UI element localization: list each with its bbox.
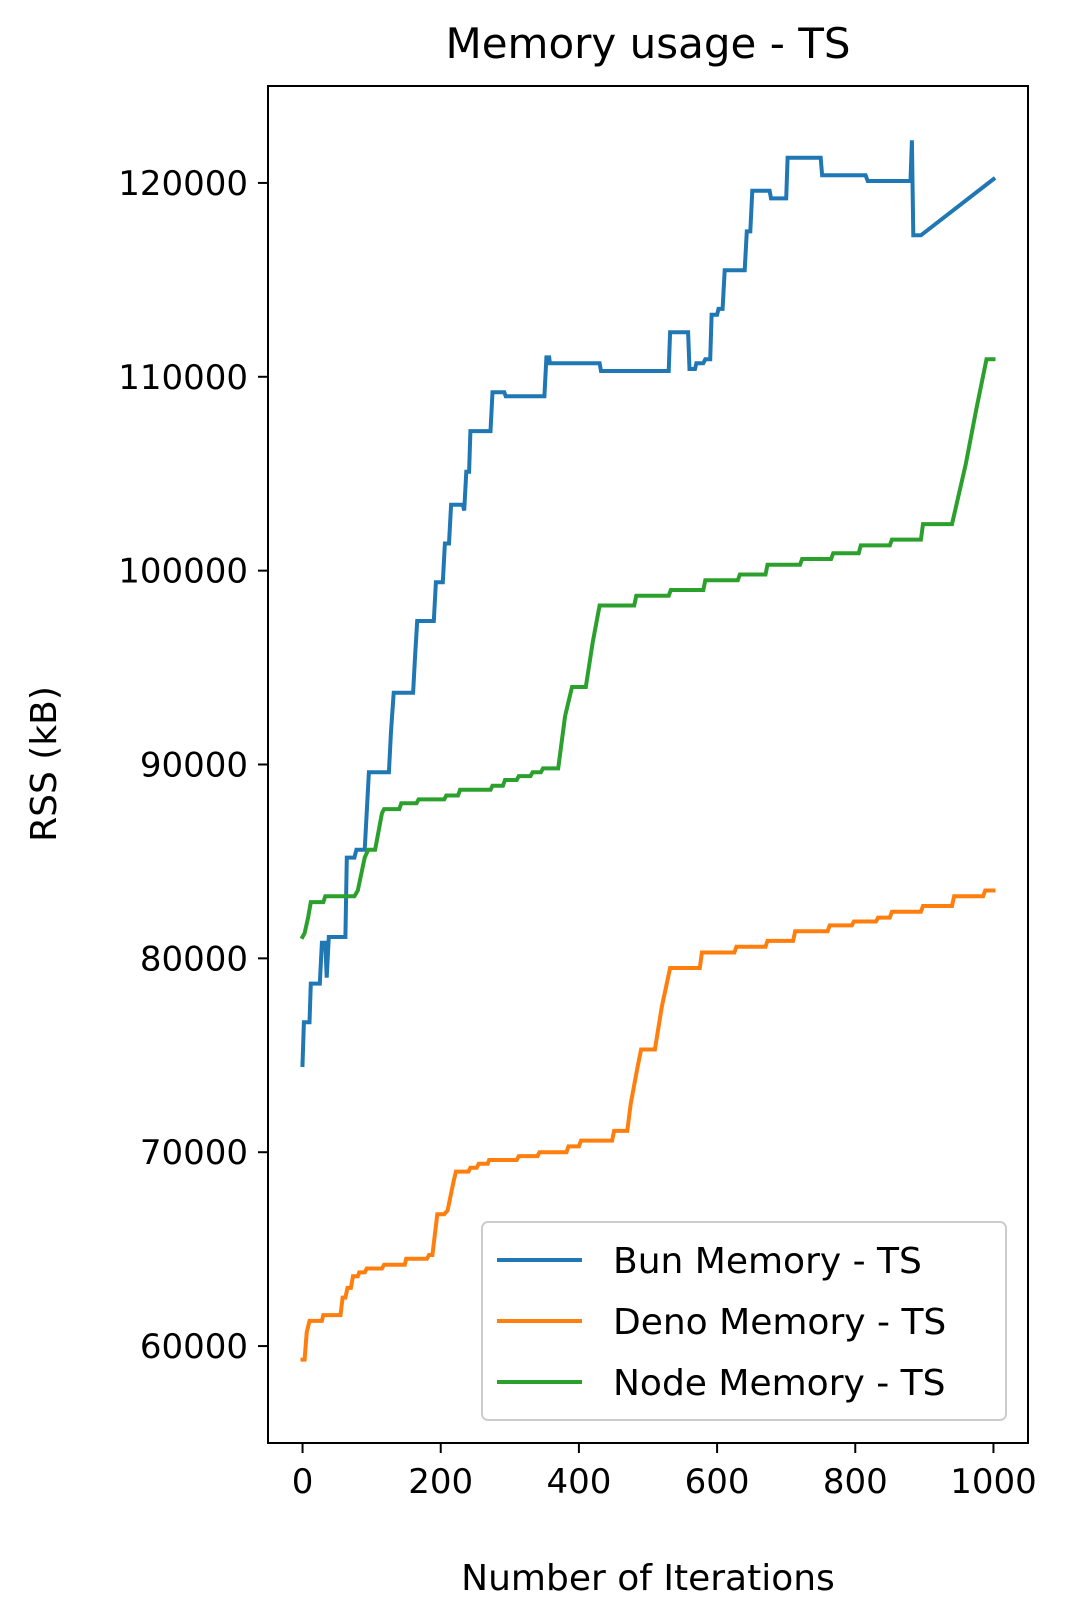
series-layer bbox=[299, 140, 997, 1362]
y-tick-label: 80000 bbox=[140, 939, 248, 979]
x-tick-label: 1000 bbox=[950, 1462, 1037, 1502]
x-axis-ticks: 0 200 400 600 800 1000 bbox=[292, 1443, 1037, 1502]
y-tick-label: 110000 bbox=[118, 358, 248, 398]
legend-items: Bun Memory - TS Deno Memory - TS Node Memo… bbox=[497, 1241, 946, 1404]
x-tick-label: 800 bbox=[823, 1462, 888, 1502]
y-tick-label: 70000 bbox=[140, 1133, 248, 1173]
y-tick-label: 120000 bbox=[118, 164, 248, 204]
y-tick-label: 100000 bbox=[118, 552, 248, 592]
x-tick-label: 400 bbox=[546, 1462, 611, 1502]
x-tick-label: 600 bbox=[685, 1462, 750, 1502]
x-axis-label: Number of Iterations bbox=[461, 1558, 835, 1599]
legend-label-3: Node Memory - TS bbox=[613, 1363, 946, 1404]
y-axis-ticks: 60000 70000 80000 90000 100000 110000 120000 bbox=[118, 164, 268, 1367]
y-tick-label: 90000 bbox=[140, 746, 248, 786]
y-tick-label: 60000 bbox=[140, 1327, 248, 1367]
chart-title: Memory usage - TS bbox=[445, 19, 850, 68]
x-tick-label: 0 bbox=[292, 1462, 314, 1502]
y-axis-label: RSS (kB) bbox=[24, 686, 65, 842]
series-line-2 bbox=[300, 888, 996, 1362]
legend-label-2: Deno Memory - TS bbox=[613, 1302, 946, 1343]
legend-box bbox=[481, 1221, 1007, 1421]
x-tick-label: 200 bbox=[408, 1462, 473, 1502]
series-line-3 bbox=[299, 357, 996, 940]
legend-label-1: Bun Memory - TS bbox=[613, 1241, 922, 1282]
series-line-1 bbox=[300, 140, 997, 1068]
legend: Bun Memory - TS Deno Memory - TS Node Memo… bbox=[481, 1221, 1007, 1421]
